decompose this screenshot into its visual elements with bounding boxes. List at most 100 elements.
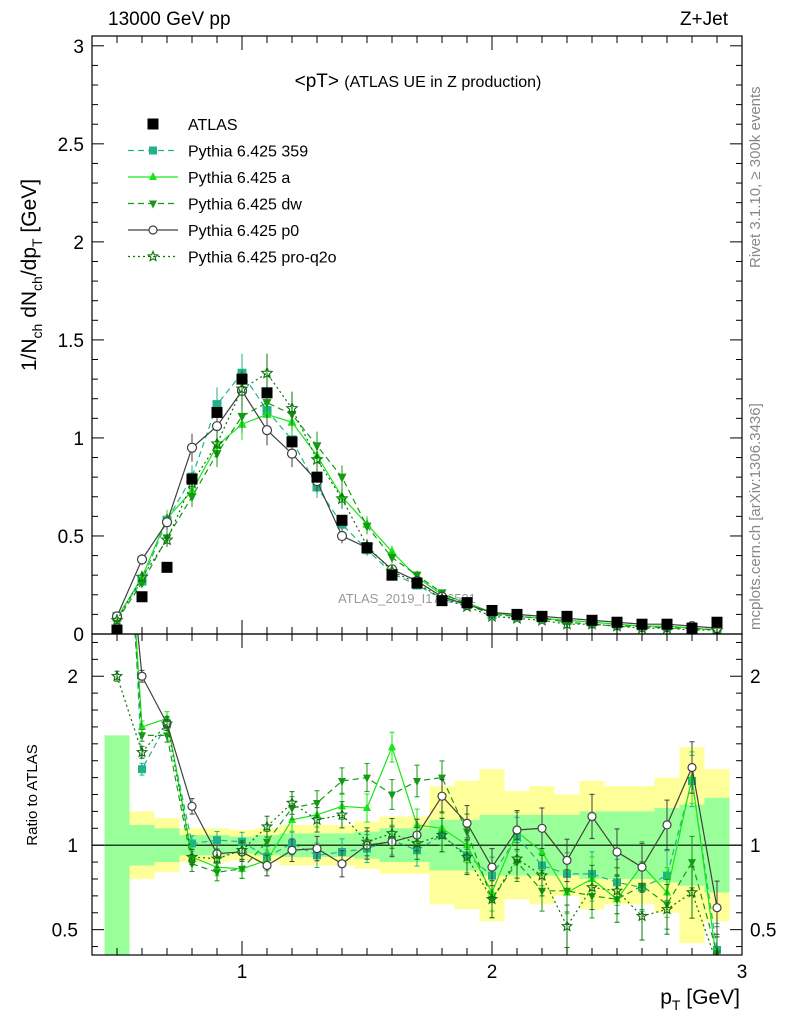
marker-triangle-down bbox=[113, 369, 121, 377]
marker-triangle-down bbox=[563, 887, 571, 896]
marker-triangle bbox=[713, 958, 721, 966]
marker-square bbox=[536, 610, 548, 622]
marker-square bbox=[436, 595, 448, 607]
marker-square bbox=[311, 471, 323, 483]
marker-circle bbox=[148, 225, 158, 235]
marker-circle bbox=[211, 421, 223, 432]
y-tick-label: 0 bbox=[73, 625, 84, 646]
marker-circle bbox=[437, 791, 447, 801]
marker-square bbox=[661, 618, 673, 630]
marker-triangle-down bbox=[313, 799, 321, 808]
marker-square bbox=[711, 616, 723, 628]
marker-triangle-down bbox=[138, 732, 146, 741]
marker-square bbox=[486, 604, 498, 616]
marker-triangle-down bbox=[137, 579, 147, 589]
marker-square bbox=[636, 618, 648, 630]
marker-circle bbox=[662, 820, 672, 830]
marker-star bbox=[335, 491, 349, 505]
marker-triangle bbox=[138, 721, 146, 730]
legend-entry-2: Pythia 6.425 a bbox=[128, 170, 290, 187]
marker-star bbox=[285, 796, 299, 809]
series-ratio-4 bbox=[110, 669, 720, 955]
marker-circle bbox=[186, 442, 198, 453]
legend-label: Pythia 6.425 dw bbox=[188, 197, 302, 214]
marker-circle bbox=[187, 801, 197, 811]
y-tick-label: 0.5 bbox=[58, 527, 84, 548]
marker-triangle-down bbox=[262, 399, 272, 409]
marker-star bbox=[485, 892, 499, 905]
marker-star bbox=[510, 852, 524, 864]
ratio-tick-label: 2 bbox=[67, 667, 78, 688]
marker-star bbox=[310, 452, 324, 466]
marker-square bbox=[138, 765, 146, 774]
marker-star bbox=[435, 828, 449, 841]
marker-star bbox=[285, 401, 299, 415]
marker-square bbox=[236, 373, 248, 385]
marker-triangle-down bbox=[163, 732, 171, 741]
legend-entry-0: ATLAS bbox=[147, 117, 238, 134]
marker-star bbox=[185, 850, 199, 863]
marker-triangle-down bbox=[338, 777, 346, 786]
marker-triangle bbox=[388, 742, 396, 751]
chart-title: <pT> (ATLAS UE in Z production) bbox=[295, 71, 542, 92]
marker-star bbox=[210, 852, 224, 864]
marker-star bbox=[235, 382, 249, 395]
marker-star bbox=[110, 613, 124, 626]
marker-square bbox=[161, 561, 173, 573]
header-right: Z+Jet bbox=[679, 9, 728, 30]
marker-star bbox=[535, 869, 549, 881]
marker-triangle-down bbox=[237, 412, 247, 422]
marker-circle bbox=[113, 419, 121, 427]
marker-triangle-down bbox=[238, 865, 246, 874]
ratio-tick-label: 1 bbox=[67, 836, 78, 857]
marker-star bbox=[160, 717, 174, 729]
marker-star bbox=[635, 909, 649, 922]
marker-circle bbox=[537, 823, 547, 833]
marker-triangle-down bbox=[387, 554, 397, 564]
marker-star bbox=[660, 902, 674, 915]
marker-circle bbox=[136, 554, 148, 565]
x-tick-label: 3 bbox=[737, 962, 748, 983]
legend-label: Pythia 6.425 359 bbox=[188, 144, 308, 161]
marker-circle bbox=[137, 671, 147, 681]
y-tick-label: 3 bbox=[73, 37, 84, 58]
legend-entry-4: Pythia 6.425 p0 bbox=[128, 223, 299, 240]
marker-circle bbox=[161, 517, 173, 528]
marker-square bbox=[286, 436, 298, 448]
marker-circle bbox=[512, 825, 522, 835]
marker-triangle bbox=[149, 172, 157, 180]
marker-triangle bbox=[363, 803, 371, 812]
marker-star bbox=[135, 570, 149, 583]
marker-square bbox=[361, 542, 373, 554]
legend: ATLAS Pythia 6.425 359 Pythia 6.425 a Pythi… bbox=[128, 117, 337, 267]
marker-triangle-down bbox=[388, 791, 396, 800]
marker-square bbox=[136, 591, 148, 603]
ratio-tick-label: 0.5 bbox=[52, 921, 78, 942]
marker-square bbox=[149, 146, 157, 155]
marker-triangle-down bbox=[213, 869, 221, 878]
marker-circle bbox=[637, 862, 647, 872]
legend-label: Pythia 6.425 p0 bbox=[188, 223, 299, 240]
marker-star bbox=[585, 880, 599, 893]
marker-triangle bbox=[113, 333, 121, 341]
marker-circle bbox=[262, 860, 272, 871]
marker-circle bbox=[612, 847, 622, 857]
marker-square bbox=[212, 400, 222, 410]
x-tick-label: 2 bbox=[487, 962, 498, 983]
marker-star bbox=[610, 884, 624, 896]
x-axis-label: pT [GeV] bbox=[660, 986, 740, 1013]
marker-square bbox=[261, 387, 273, 399]
marker-circle bbox=[562, 855, 572, 865]
legend-label: Pythia 6.425 a bbox=[188, 170, 290, 187]
ratio-axis-label: Ratio to ATLAS bbox=[24, 744, 41, 845]
marker-square bbox=[511, 608, 523, 620]
marker-star bbox=[135, 745, 149, 758]
marker-star bbox=[685, 886, 699, 898]
marker-square bbox=[411, 577, 423, 589]
marker-square bbox=[461, 597, 473, 609]
marker-square bbox=[188, 839, 196, 848]
y-tick-label: 2.5 bbox=[58, 135, 84, 156]
marker-circle bbox=[337, 859, 347, 869]
marker-triangle-down bbox=[363, 774, 371, 783]
marker-star bbox=[260, 366, 274, 379]
